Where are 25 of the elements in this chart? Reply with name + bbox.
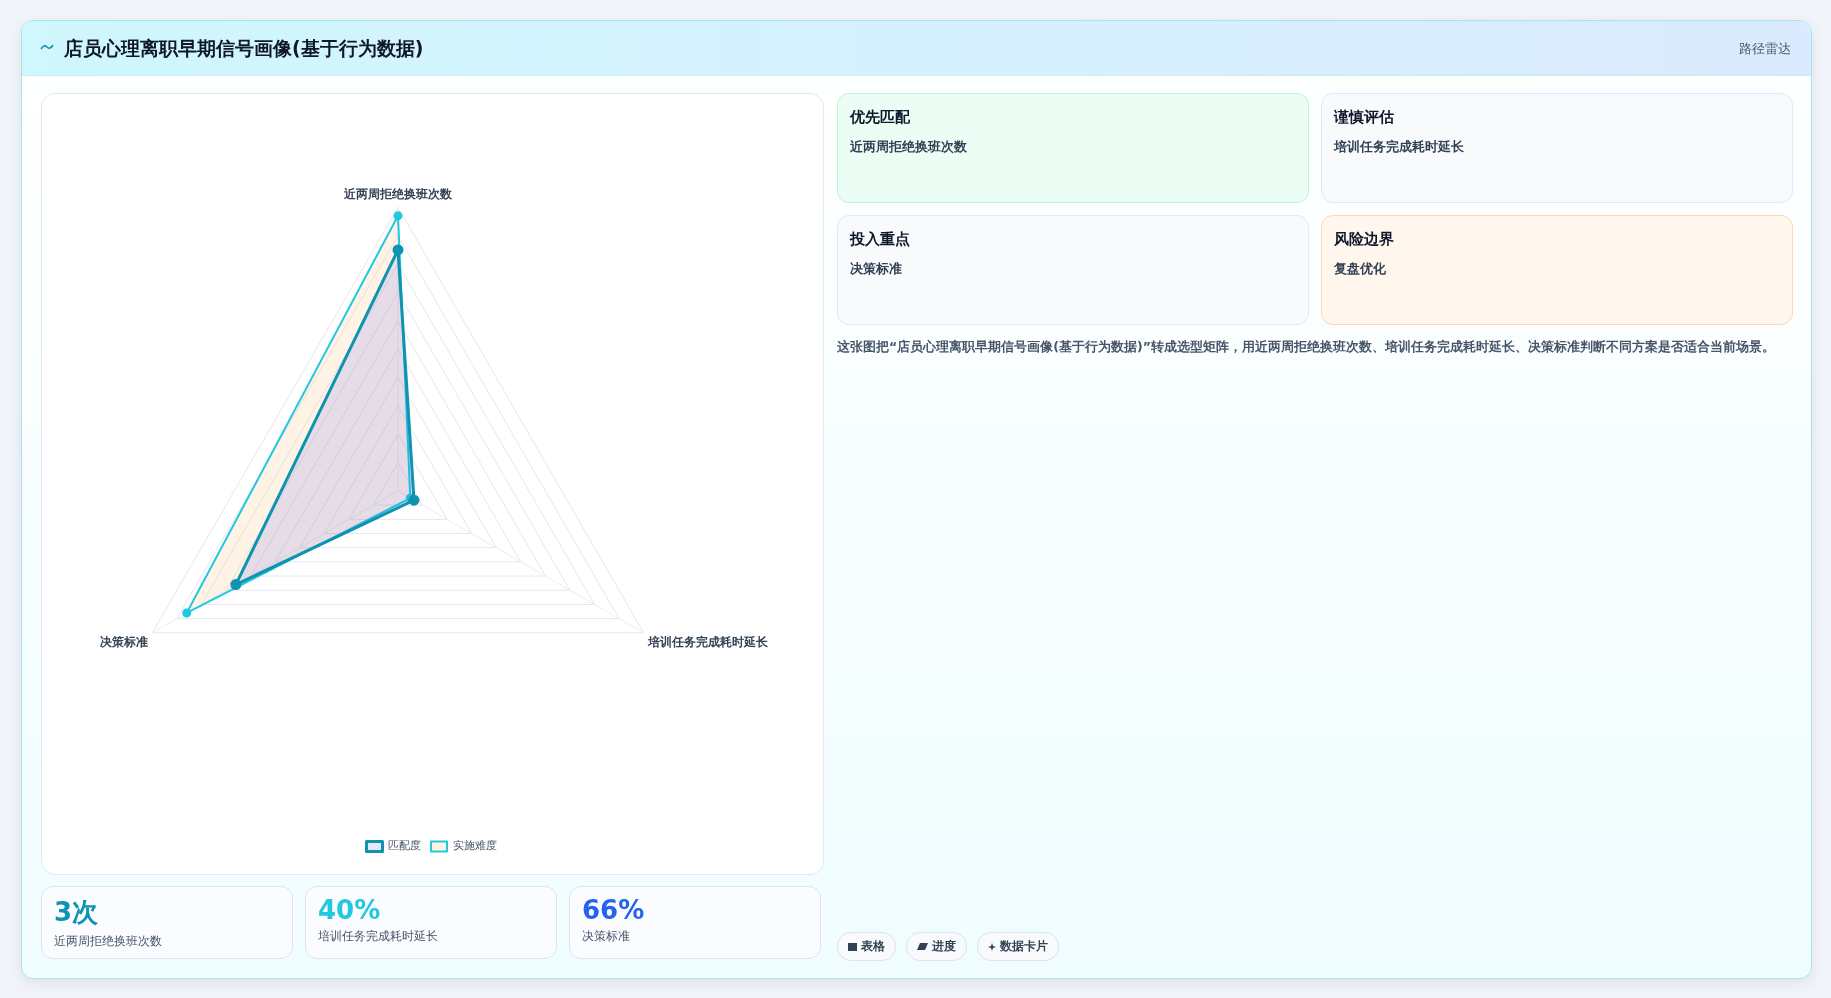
- text: 谨慎评估: [1334, 108, 1395, 127]
- spoke-label: 决策标准: [100, 634, 148, 649]
- text: 投入重点: [850, 230, 911, 249]
- text: 近两周拒绝换班次数: [54, 934, 162, 948]
- text: 40%: [318, 895, 382, 925]
- legend-label: 实施难度: [452, 839, 497, 853]
- text: 进度: [906, 932, 967, 961]
- text: 复盘优化: [1334, 261, 1386, 276]
- text: 培训任务完成耗时延长: [318, 929, 438, 943]
- text: 这张图把“店员心理离职早期信号画像(基于行为数据)”转成选型矩阵，用近两周拒绝换班次数、培训任务完成耗时延长、决策标准判断不同方案是否适合当前场景。: [837, 339, 1776, 356]
- spoke-label: 培训任务完成耗时延长: [647, 634, 769, 649]
- chart-title: 店员心理离职早期信号画像(基于行为数据): [64, 36, 424, 61]
- spoke-label: 近两周拒绝换班次数: [343, 187, 453, 202]
- legend-label: 匹配度: [388, 839, 421, 853]
- text: 66%: [582, 895, 646, 925]
- text: 3次: [54, 896, 100, 929]
- text: 表格: [837, 932, 896, 961]
- text: 数据卡片: [977, 932, 1059, 961]
- text: 路径雷达: [1739, 40, 1791, 58]
- text: 风险边界: [1334, 230, 1395, 249]
- text: 近两周拒绝换班次数: [850, 139, 967, 154]
- text: 培训任务完成耗时延长: [1334, 139, 1464, 154]
- text: 优先匹配: [850, 108, 911, 127]
- text: 决策标准: [582, 929, 630, 943]
- text: 决策标准: [850, 261, 902, 276]
